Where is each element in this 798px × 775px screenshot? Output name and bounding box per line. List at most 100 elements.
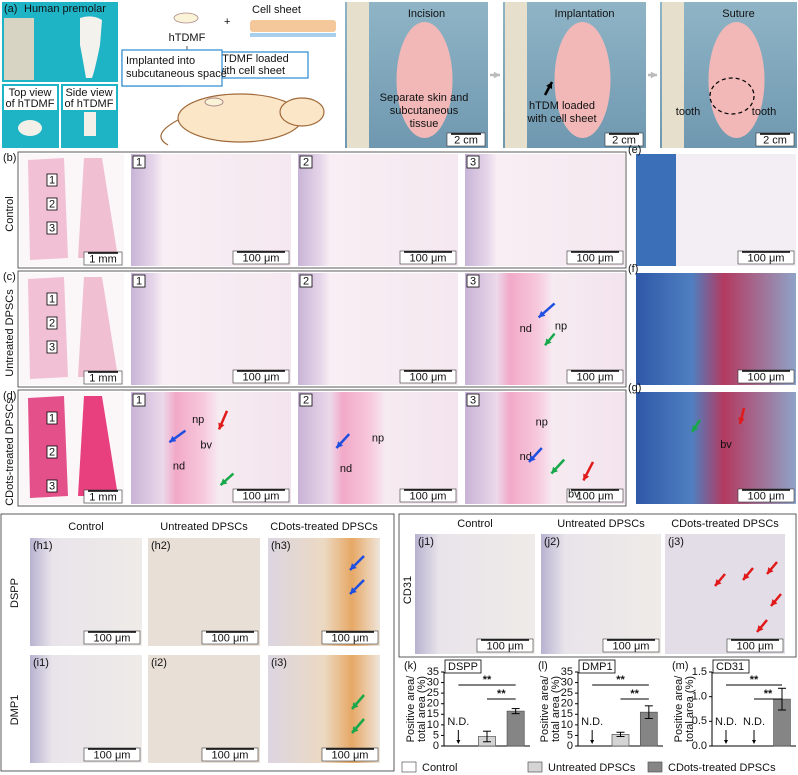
scale-box (399, 488, 457, 503)
scale-label: 2 cm (612, 134, 636, 146)
label: total area (%) (416, 676, 428, 742)
micrograph (131, 154, 291, 266)
value-label: N.D. (715, 716, 737, 728)
scale-label: 100 μm (577, 490, 614, 502)
micrograph (636, 273, 796, 385)
tissue (78, 396, 118, 496)
scale-box (201, 630, 259, 645)
cd31-frame (398, 513, 797, 658)
scale-label: 100 μm (410, 490, 447, 502)
y-tick-label: 15 (427, 708, 439, 720)
label: Human premolar (24, 3, 106, 15)
label: DSPP (9, 578, 21, 608)
scale-box (83, 370, 123, 385)
label: (c) (3, 271, 16, 283)
label: subcutaneous (390, 105, 459, 117)
ihc-frame (0, 513, 395, 772)
label: Positive area/ (673, 675, 685, 743)
label: of hTDMF (6, 98, 55, 110)
scale-label: 100 μm (94, 632, 131, 644)
label: CD31 (716, 661, 744, 673)
label: nd (173, 460, 185, 472)
label: (k) (404, 660, 417, 672)
label: (b) (3, 152, 16, 164)
scale-label: 2 cm (454, 134, 478, 146)
label: Positive area/ (539, 675, 551, 743)
fiber (636, 154, 676, 266)
label: np (536, 416, 548, 428)
dashed-circle (709, 77, 755, 115)
value-label: N.D. (581, 716, 603, 728)
label: Untreated DPSCs (160, 521, 248, 533)
arrowhead (456, 740, 461, 744)
y-tick-label: 1.0 (692, 691, 707, 703)
arrowhead (336, 441, 344, 448)
label: (l) (538, 660, 548, 672)
label: 3 (49, 480, 55, 492)
scale-label: 100 μm (737, 640, 774, 652)
plus: + (224, 16, 230, 28)
label: 1 (136, 394, 142, 406)
arrowhead (692, 425, 699, 432)
scale-label: 2 cm (763, 134, 787, 146)
scale-label: 100 μm (487, 640, 524, 652)
num-box (132, 393, 146, 407)
arrowhead (538, 310, 546, 318)
box (121, 49, 223, 87)
label: 3 (49, 222, 55, 234)
label: (h1) (33, 540, 53, 552)
label: total area (%) (684, 676, 696, 742)
y-tick-label: 0 (433, 740, 439, 752)
num-box (299, 274, 313, 288)
significance-label: ** (630, 688, 639, 700)
label: Positive area/ (405, 675, 417, 743)
label: hTDM loaded (529, 100, 595, 112)
row-frame (17, 270, 627, 388)
arrowhead (715, 579, 722, 586)
micrograph (465, 273, 625, 385)
legend-label: Control (422, 762, 457, 774)
scale-box (83, 630, 141, 645)
significance-label: ** (497, 688, 506, 700)
y-tick-label: 20 (561, 698, 573, 710)
micrograph (298, 273, 458, 385)
scale-box (232, 250, 290, 265)
label: bv (200, 440, 212, 452)
arrowhead (352, 726, 359, 733)
arrowhead (350, 587, 357, 594)
arrowhead (220, 478, 228, 486)
significance-label: ** (616, 674, 625, 686)
box-marker (46, 445, 58, 459)
label: hTDMF loaded (216, 53, 289, 65)
label: tooth (752, 106, 776, 118)
y-tick-label: 30 (561, 676, 573, 688)
label: 3 (49, 341, 55, 353)
y-tick-label: 25 (561, 687, 573, 699)
y-tick-label: 20 (427, 698, 439, 710)
micrograph (465, 154, 625, 266)
scale-box (476, 638, 534, 653)
scale-label: 100 μm (332, 749, 369, 761)
arrowhead (767, 567, 774, 574)
scale-label: 100 μm (577, 252, 614, 264)
label: with cell sheet (215, 65, 285, 77)
arrowhead (493, 71, 500, 79)
arrowhead (551, 466, 559, 474)
label: 1 (49, 293, 55, 305)
label: 2 (49, 317, 55, 329)
label: 1 (49, 412, 55, 424)
label: (i1) (33, 657, 49, 669)
label: 3 (470, 275, 476, 287)
label: (g) (628, 382, 641, 394)
label: 1 (136, 275, 142, 287)
label: 2 (49, 446, 55, 458)
box-marker (46, 221, 58, 235)
arrowhead (724, 740, 728, 744)
label: (h2) (151, 540, 171, 552)
title-box (444, 659, 482, 674)
micrograph (148, 538, 260, 646)
label: np (192, 414, 204, 426)
micrograph (665, 534, 785, 654)
tail (160, 119, 179, 146)
